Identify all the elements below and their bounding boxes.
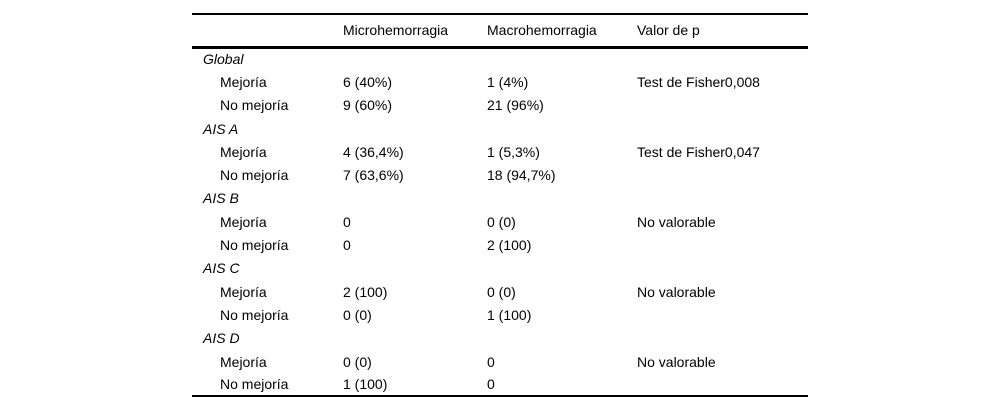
cell-macro: 18 (94,7%)	[487, 167, 556, 184]
table-row: Mejoría 0 0 (0) No valorable	[192, 210, 808, 233]
cell-macro: 0 (0)	[487, 213, 516, 230]
cell-pvalue: Test de Fisher0,008	[637, 73, 760, 90]
cell-pvalue	[637, 163, 808, 186]
cell-pvalue	[637, 94, 808, 117]
table-row: No mejoría 9 (60%) 21 (96%)	[192, 94, 808, 117]
cell-micro: 6 (40%)	[343, 73, 393, 90]
cell-pvalue: No valorable	[637, 353, 716, 370]
row-label: No mejoría	[220, 237, 289, 254]
group-header-row: AIS C	[192, 257, 808, 280]
group-label-ais-c: AIS C	[203, 260, 240, 277]
row-label: No mejoría	[220, 97, 289, 114]
table-row: Mejoría 0 (0) 0 No valorable	[192, 350, 808, 373]
cell-macro: 1 (4%)	[487, 73, 529, 90]
cell-micro: 0	[343, 213, 351, 230]
header-microhemorragia: Microhemorragia	[343, 14, 487, 49]
cell-macro: 1 (5,3%)	[487, 143, 540, 160]
cell-micro: 2 (100)	[343, 283, 388, 300]
cell-micro: 0 (0)	[343, 306, 372, 323]
table-row: No mejoría 0 2 (100)	[192, 233, 808, 256]
results-table: Microhemorragia Macrohemorragia Valor de…	[192, 13, 808, 398]
cell-micro: 4 (36,4%)	[343, 143, 404, 160]
row-label: Mejoría	[220, 283, 267, 300]
row-label: No mejoría	[220, 376, 289, 393]
cell-micro: 7 (63,6%)	[343, 167, 404, 184]
cell-pvalue: Test de Fisher0,047	[637, 143, 760, 160]
group-header-row: AIS D	[192, 327, 808, 350]
group-header-row: AIS B	[192, 187, 808, 210]
row-label: Mejoría	[220, 73, 267, 90]
row-label: No mejoría	[220, 167, 289, 184]
table-row: Mejoría 4 (36,4%) 1 (5,3%) Test de Fishe…	[192, 140, 808, 163]
group-header-row: Global	[192, 47, 808, 70]
results-table-container: Microhemorragia Macrohemorragia Valor de…	[192, 13, 808, 398]
row-label: Mejoría	[220, 353, 267, 370]
table-row: Mejoría 2 (100) 0 (0) No valorable	[192, 280, 808, 303]
cell-macro: 0	[487, 353, 495, 370]
cell-micro: 0 (0)	[343, 353, 372, 370]
cell-pvalue	[637, 373, 808, 396]
cell-pvalue: No valorable	[637, 213, 716, 230]
group-label-ais-d: AIS D	[203, 330, 240, 347]
table-row: No mejoría 1 (100) 0	[192, 373, 808, 396]
table-row: No mejoría 0 (0) 1 (100)	[192, 303, 808, 326]
row-label: Mejoría	[220, 143, 267, 160]
cell-macro: 1 (100)	[487, 306, 532, 323]
cell-macro: 2 (100)	[487, 237, 532, 254]
table-row: Mejoría 6 (40%) 1 (4%) Test de Fisher0,0…	[192, 70, 808, 93]
group-label-ais-a: AIS A	[203, 120, 239, 137]
header-row: Microhemorragia Macrohemorragia Valor de…	[192, 14, 808, 49]
row-label: No mejoría	[220, 306, 289, 323]
cell-pvalue	[637, 233, 808, 256]
cell-pvalue: No valorable	[637, 283, 716, 300]
cell-pvalue	[637, 303, 808, 326]
group-header-row: AIS A	[192, 117, 808, 140]
table-row: No mejoría 7 (63,6%) 18 (94,7%)	[192, 163, 808, 186]
cell-micro: 9 (60%)	[343, 97, 393, 114]
header-valor-de-p: Valor de p	[637, 14, 808, 49]
cell-micro: 0	[343, 237, 351, 254]
header-empty	[192, 14, 343, 49]
cell-macro: 0	[487, 376, 495, 393]
row-label: Mejoría	[220, 213, 267, 230]
cell-micro: 1 (100)	[343, 376, 388, 393]
cell-macro: 0 (0)	[487, 283, 516, 300]
group-label-ais-b: AIS B	[203, 190, 239, 207]
group-label-global: Global	[203, 51, 244, 68]
cell-macro: 21 (96%)	[487, 97, 544, 114]
header-macrohemorragia: Macrohemorragia	[487, 14, 637, 49]
